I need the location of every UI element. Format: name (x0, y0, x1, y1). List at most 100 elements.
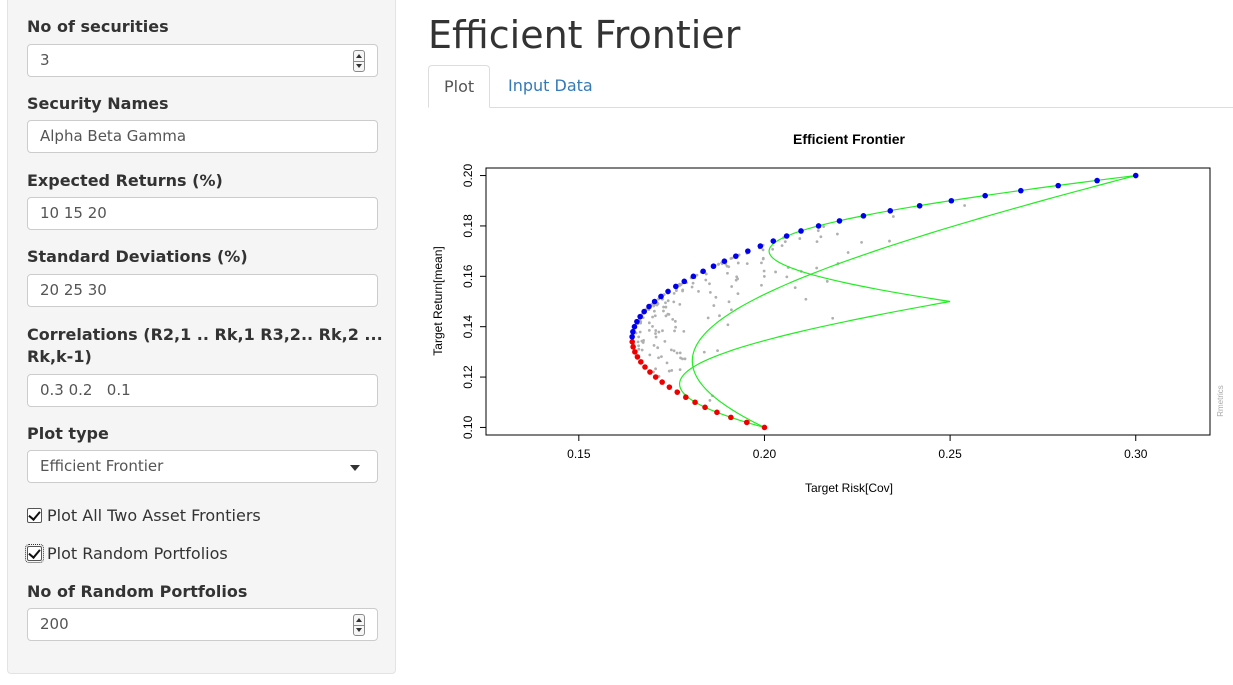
random-portfolio-point (804, 297, 808, 301)
random-portfolio-point (702, 350, 706, 354)
random-portfolio-point (815, 266, 819, 270)
plot-type-select[interactable]: Efficient Frontier (27, 450, 378, 483)
random-portfolio-point (736, 261, 740, 265)
random-portfolio-point (654, 367, 657, 371)
random-portfolio-point (664, 301, 667, 305)
random-portfolio-point (636, 340, 640, 344)
random-portfolio-point (761, 257, 765, 261)
efficient-frontier-point (1018, 187, 1024, 194)
efficient-frontier-point (673, 283, 679, 290)
std-devs-label: Standard Deviations (%) (27, 247, 248, 266)
num-securities-input[interactable]: 3 (27, 44, 378, 77)
random-portfolio-point (653, 314, 657, 318)
inefficient-frontier-point (630, 344, 636, 350)
rmetrics-watermark: Rmetrics (1216, 385, 1225, 417)
security-names-label: Security Names (27, 94, 169, 113)
random-portfolio-point (816, 229, 820, 233)
efficient-frontier-point (982, 192, 988, 199)
random-portfolio-point (654, 329, 658, 332)
random-portfolio-point (708, 282, 711, 286)
num-random-label: No of Random Portfolios (27, 582, 248, 601)
random-portfolio-point (667, 312, 671, 316)
random-portfolio-point (785, 275, 789, 279)
efficient-frontier-point (665, 288, 671, 295)
random-portfolio-point (657, 330, 661, 334)
random-portfolio-point (783, 240, 787, 244)
inefficient-frontier-point (634, 354, 641, 360)
num-securities-stepper[interactable] (353, 50, 365, 72)
random-portfolio-point (651, 315, 654, 319)
security-names-input[interactable]: Alpha Beta Gamma (27, 120, 378, 153)
num-random-stepper[interactable] (353, 614, 365, 636)
random-portfolio-point (726, 323, 730, 327)
y-tick-label: 0.20 (461, 164, 475, 188)
random-portfolio-point (652, 370, 655, 374)
two-asset-frontier-line (691, 174, 1136, 428)
plot-type-value: Efficient Frontier (40, 457, 164, 475)
inefficient-frontier-point (629, 339, 636, 345)
random-portfolio-point (780, 244, 784, 248)
chart-title: Efficient Frontier (793, 131, 906, 147)
efficient-frontier-point (631, 323, 638, 330)
two-asset-frontiers (679, 174, 1136, 429)
num-random-value: 200 (40, 615, 69, 633)
correlations-input[interactable]: 0.3 0.2 0.1 (27, 374, 378, 407)
random-portfolio-point (637, 335, 641, 339)
std-devs-input[interactable]: 20 25 30 (27, 274, 378, 307)
random-portfolio-point (730, 256, 734, 260)
inefficient-frontier-point (674, 389, 681, 395)
efficient-frontier-point (860, 213, 867, 219)
random-portfolio-point (819, 235, 823, 239)
random-portfolio-point (654, 335, 658, 339)
random-portfolio-point (815, 240, 819, 244)
random-portfolio-point (647, 321, 651, 325)
tab-input-data[interactable]: Input Data (508, 76, 593, 95)
efficient-frontier-point (1094, 177, 1100, 184)
plot-two-asset-checkbox[interactable] (27, 508, 42, 523)
random-portfolio-point (714, 295, 718, 299)
plot-random-checkbox[interactable] (25, 544, 44, 563)
random-portfolio-point (690, 285, 694, 289)
efficient-frontier-chart: Efficient Frontier 0.15 0.20 0.25 0.30 0.10… (431, 131, 1225, 495)
random-portfolio-point (760, 261, 763, 265)
efficient-frontier-point (710, 263, 717, 270)
efficient-frontier-point (681, 278, 688, 285)
random-portfolio-point (716, 349, 719, 352)
random-portfolio-point (835, 232, 839, 236)
inefficient-frontier-point (743, 419, 750, 426)
random-portfolio-point (669, 348, 673, 352)
caret-down-icon (350, 465, 360, 471)
efficient-frontier-point (1132, 172, 1139, 179)
random-portfolio-point (673, 319, 677, 323)
num-random-input[interactable]: 200 (27, 608, 378, 641)
expected-returns-label: Expected Returns (%) (27, 171, 223, 190)
random-portfolio-point (712, 304, 716, 307)
correlations-label-line2: Rk,k-1) (27, 347, 92, 366)
random-portfolio-point (663, 339, 667, 343)
y-tick-label: 0.10 (461, 415, 475, 439)
random-portfolio-point (640, 339, 644, 343)
random-portfolio-point (674, 289, 678, 292)
efficient-frontier-point (783, 233, 790, 239)
random-portfolio-point (771, 247, 775, 251)
random-portfolio-point (697, 290, 700, 293)
random-portfolio-point (678, 351, 682, 355)
plot-type-label: Plot type (27, 424, 109, 443)
random-portfolio-point (730, 308, 733, 312)
expected-returns-input[interactable]: 10 15 20 (27, 197, 378, 230)
inefficient-frontier-point (647, 369, 653, 375)
random-portfolio-point (657, 356, 660, 360)
inefficient-frontier-point (692, 399, 698, 406)
random-portfolio-point (654, 332, 657, 335)
efficient-frontier-point (815, 223, 822, 229)
tab-plot[interactable]: Plot (428, 65, 490, 108)
random-portfolio-point (963, 204, 966, 207)
y-tick-label: 0.14 (461, 315, 475, 339)
plot-frame (485, 167, 1211, 436)
x-tick-label: 0.25 (938, 447, 962, 461)
random-portfolio-point (822, 225, 826, 228)
random-portfolio-point (774, 270, 777, 274)
random-portfolio-point (860, 240, 863, 244)
random-portfolio-point (652, 304, 656, 308)
inefficient-frontier-point (683, 394, 689, 401)
